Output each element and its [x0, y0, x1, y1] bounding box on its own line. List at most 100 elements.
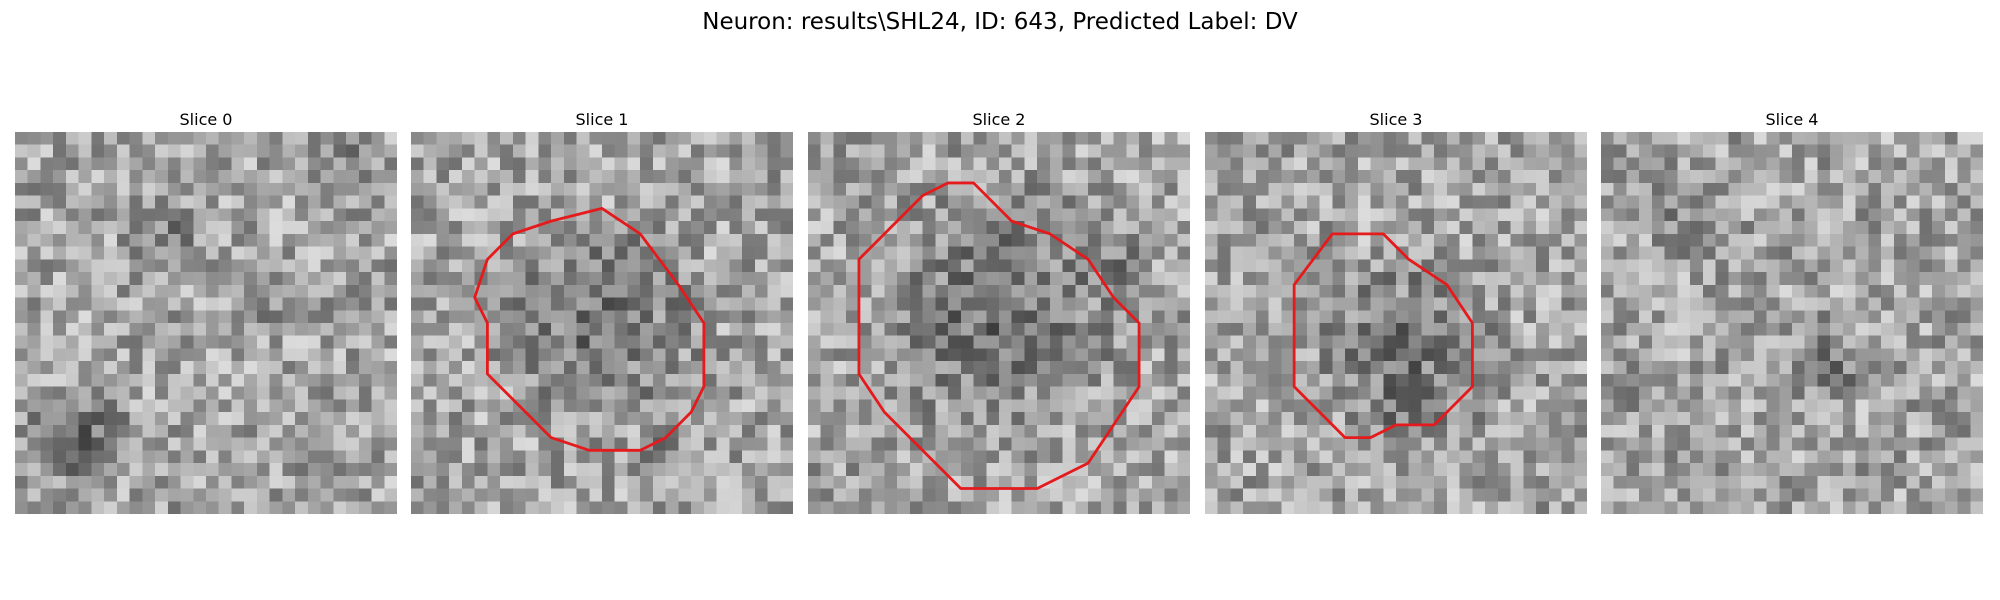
pixel [40, 259, 54, 273]
pixel [1024, 450, 1038, 464]
pixel [999, 437, 1012, 451]
pixel [1753, 132, 1767, 145]
pixel [78, 335, 92, 349]
pixel [1408, 182, 1422, 196]
pixel [1804, 144, 1818, 158]
pixel [1523, 144, 1537, 158]
pixel [640, 259, 654, 273]
pixel [1957, 488, 1971, 502]
pixel [1906, 450, 1920, 464]
pixel [960, 475, 974, 489]
pixel [729, 272, 743, 286]
pixel [346, 297, 360, 311]
pixel [1472, 208, 1486, 222]
pixel [167, 373, 181, 387]
pixel [1306, 373, 1320, 387]
pixel [307, 386, 321, 400]
pixel [846, 501, 860, 514]
pixel [1970, 246, 1983, 260]
pixel [1664, 412, 1678, 426]
pixel [449, 297, 463, 311]
pixel [449, 373, 463, 387]
pixel [948, 399, 962, 413]
pixel [665, 132, 679, 145]
pixel [563, 157, 577, 171]
pixel [295, 488, 309, 502]
pixel [411, 195, 424, 209]
pixel [436, 157, 450, 171]
pixel [500, 424, 514, 438]
pixel [461, 437, 475, 451]
pixel [678, 335, 692, 349]
pixel [665, 373, 679, 387]
pixel [449, 501, 463, 514]
pixel [1446, 259, 1460, 273]
pixel [256, 132, 270, 145]
pixel [474, 348, 488, 362]
pixel [691, 246, 705, 260]
pixel [1139, 437, 1153, 451]
pixel [1830, 412, 1844, 426]
pixel [1037, 144, 1051, 158]
pixel [1601, 246, 1614, 260]
pixel [1485, 259, 1499, 273]
pixel [767, 132, 781, 145]
pixel [218, 488, 232, 502]
pixel [1205, 259, 1218, 273]
pixel [858, 450, 872, 464]
pixel [935, 437, 949, 451]
pixel [858, 221, 872, 235]
pixel [1011, 297, 1025, 311]
pixel [167, 259, 181, 273]
pixel [1472, 297, 1486, 311]
pixel [1306, 310, 1320, 324]
slice-image [1601, 132, 1983, 514]
pixel [53, 348, 67, 362]
pixel [307, 310, 321, 324]
pixel [1497, 475, 1511, 489]
pixel [1434, 144, 1448, 158]
pixel [1243, 221, 1257, 235]
pixel [1011, 463, 1025, 477]
pixel [384, 208, 397, 222]
pixel [436, 221, 450, 235]
pixel [1383, 272, 1397, 286]
pixel [1893, 246, 1907, 260]
pixel [320, 323, 334, 336]
pixel [1243, 195, 1257, 209]
pixel [767, 272, 781, 286]
pixel [1613, 221, 1627, 235]
pixel [820, 335, 834, 349]
pixel [333, 144, 347, 158]
pixel [116, 348, 130, 362]
pixel [1062, 399, 1076, 413]
pixel [1817, 157, 1831, 171]
pixel [358, 488, 372, 502]
pixel [1243, 208, 1257, 222]
pixel [295, 132, 309, 145]
pixel [973, 144, 987, 158]
pixel [1702, 221, 1716, 235]
pixel [142, 361, 156, 375]
pixel [65, 424, 79, 438]
pixel [1715, 284, 1729, 298]
pixel [91, 501, 105, 514]
pixel [282, 424, 296, 438]
pixel [1651, 233, 1665, 247]
pixel [423, 221, 437, 235]
pixel [1766, 182, 1780, 196]
pixel [1294, 208, 1308, 222]
pixel [1601, 475, 1614, 489]
pixel [897, 373, 911, 387]
pixel [206, 348, 219, 362]
pixel [1855, 233, 1869, 247]
pixel [1151, 450, 1165, 464]
pixel [1062, 310, 1076, 324]
pixel [1715, 450, 1729, 464]
pixel [269, 144, 283, 158]
pixel [1139, 246, 1153, 260]
pixel [960, 373, 974, 387]
pixel [116, 310, 130, 324]
pixel [384, 501, 397, 514]
pixel [884, 488, 898, 502]
